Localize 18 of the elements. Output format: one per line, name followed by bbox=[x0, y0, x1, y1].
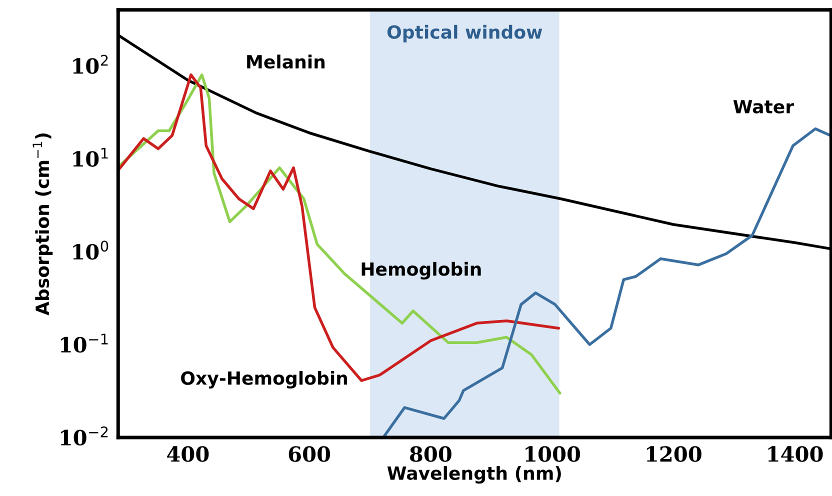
y-tick-label: 10$^{−2}$ bbox=[60, 426, 108, 446]
series-label: Water bbox=[733, 100, 794, 114]
x-tick-label: 800 bbox=[410, 446, 452, 462]
series-label: Oxy-Hemoglobin bbox=[181, 370, 348, 389]
x-tick-label: 600 bbox=[288, 446, 330, 462]
x-axis-title: Wavelength (nm) bbox=[387, 466, 561, 484]
x-tick-label: 1200 bbox=[646, 446, 702, 462]
y-tick-label: 10$^{2}$ bbox=[73, 54, 108, 74]
band-label: Optical window bbox=[387, 24, 542, 42]
series-label: Melanin bbox=[247, 54, 325, 69]
y-tick-label: 10$^{−1}$ bbox=[60, 334, 108, 353]
x-tick-label: 1000 bbox=[526, 446, 580, 462]
y-axis-title: Absorption (cm$^{−1}$) bbox=[32, 134, 53, 316]
x-tick-label: 400 bbox=[167, 446, 209, 462]
series-label: Hemoglobin bbox=[362, 262, 481, 280]
x-tick-label: 1400 bbox=[768, 446, 823, 462]
y-tick-label: 10$^{1}$ bbox=[73, 148, 108, 167]
y-tick-label: 10$^{0}$ bbox=[73, 240, 108, 260]
